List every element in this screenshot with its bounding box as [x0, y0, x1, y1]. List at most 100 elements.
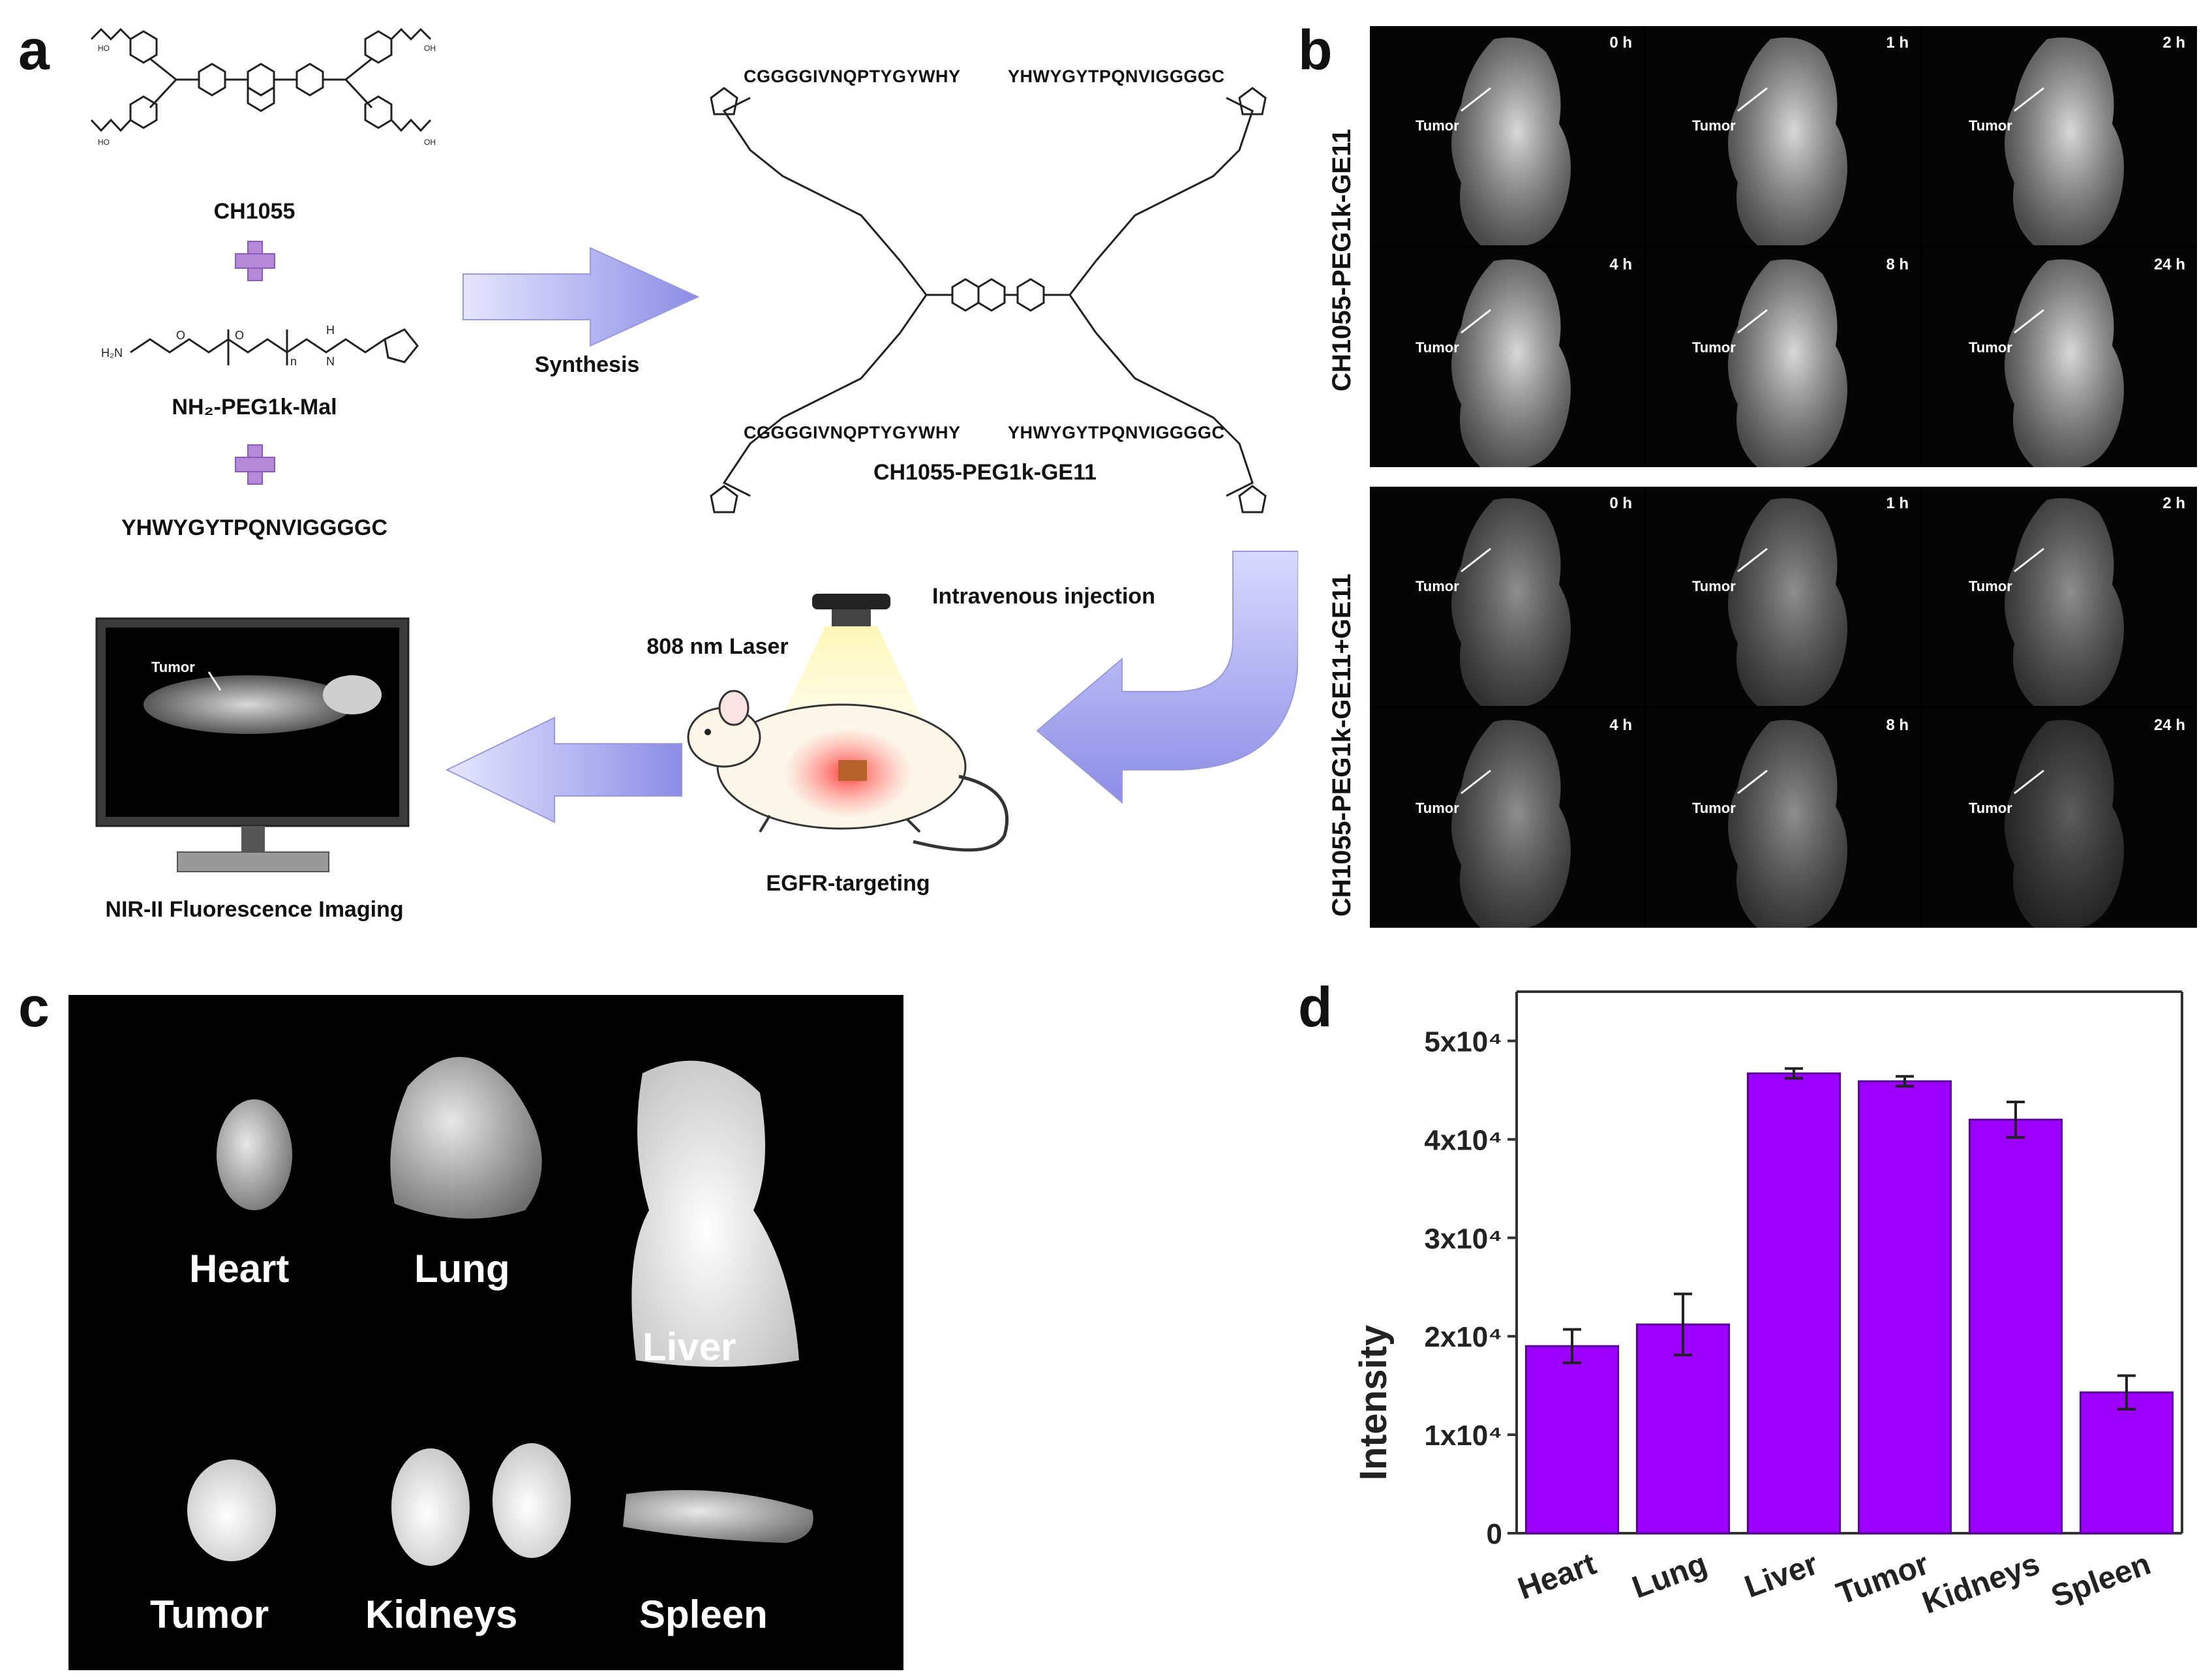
- y-tick-label: 1x10⁴: [1424, 1420, 1502, 1452]
- tumor-label: Tumor: [1969, 339, 2012, 356]
- plus-icon: [235, 444, 275, 485]
- imaging-tile-targeted: 0 h Tumor: [1370, 26, 1644, 245]
- time-label: 8 h: [1886, 716, 1909, 734]
- x-tick-label: Spleen: [2047, 1547, 2155, 1615]
- svg-text:OH: OH: [424, 44, 436, 53]
- panel-label-c: c: [18, 976, 50, 1039]
- synthesis-label: Synthesis: [534, 352, 640, 377]
- time-label: 2 h: [2162, 34, 2185, 52]
- plus-icon: [235, 241, 275, 281]
- mouse-silhouette: [1451, 720, 1571, 928]
- mouse-silhouette: [1451, 37, 1571, 245]
- x-tick-label: Kidneys: [1918, 1547, 2044, 1621]
- y-tick-label: 0: [1487, 1518, 1502, 1550]
- time-label: 1 h: [1886, 34, 1909, 52]
- tumor-label: Tumor: [1969, 117, 2012, 134]
- imaging-tile-blocked: 24 h Tumor: [1923, 709, 2197, 928]
- imaging-tile-targeted: 2 h Tumor: [1923, 26, 2197, 245]
- x-tick-label: Tumor: [1832, 1547, 1933, 1612]
- time-label: 8 h: [1886, 256, 1909, 273]
- peptide-label: YHWYGYTPQNVIGGGGC: [121, 515, 388, 540]
- tumor-label: Tumor: [1969, 578, 2012, 594]
- time-label: 0 h: [1609, 495, 1632, 512]
- svg-text:OH: OH: [424, 138, 436, 147]
- mouse-silhouette: [2005, 720, 2124, 928]
- monitor-illustration: [95, 617, 410, 872]
- imaging-tile-targeted: 4 h Tumor: [1370, 248, 1644, 467]
- tumor-label: Tumor: [1692, 800, 1736, 816]
- row-label-targeted: CH1055-PEG1k-GE11: [1327, 129, 1356, 391]
- mouse-silhouette: [1451, 259, 1571, 467]
- mouse-silhouette: [1728, 37, 1847, 245]
- time-label: 2 h: [2162, 495, 2185, 512]
- mouse-silhouette: [1451, 498, 1571, 706]
- imaging-tile-blocked: 0 h Tumor: [1370, 487, 1644, 706]
- svg-text:HO: HO: [98, 138, 110, 147]
- time-label: 1 h: [1886, 495, 1909, 512]
- y-axis-label: Intensity: [1352, 1325, 1395, 1481]
- imaging-tile-blocked: 2 h Tumor: [1923, 487, 2197, 706]
- organ-label-tumor: Tumor: [150, 1593, 269, 1636]
- panel-label-a: a: [18, 19, 50, 82]
- imaging-tile-blocked: 4 h Tumor: [1370, 709, 1644, 928]
- bar: [1968, 1118, 2063, 1535]
- product-structure: [710, 87, 1267, 513]
- time-label: 4 h: [1609, 716, 1632, 734]
- compound-ch1055-label: CH1055: [213, 199, 295, 224]
- y-tick-label: 4x10⁴: [1424, 1124, 1502, 1156]
- monitor-tumor-label: Tumor: [151, 659, 195, 675]
- time-label: 4 h: [1609, 256, 1632, 273]
- imaging-tile-targeted: 24 h Tumor: [1923, 248, 2197, 467]
- mouse-silhouette: [2005, 37, 2124, 245]
- tumor-label: Tumor: [1416, 117, 1459, 134]
- product-label: CH1055-PEG1k-GE11: [873, 460, 1097, 485]
- imaging-tile-blocked: 1 h Tumor: [1646, 487, 1920, 706]
- injection-label: Intravenous injection: [932, 584, 1155, 609]
- organ-label-heart: Heart: [189, 1247, 290, 1291]
- organ-label-lung: Lung: [414, 1247, 510, 1291]
- sequence-bottom-left: CGGGGIVNQPTYGYWHY: [744, 423, 961, 442]
- mouse-silhouette: [2005, 498, 2124, 706]
- tumor-label: Tumor: [1692, 117, 1736, 134]
- bar: [1857, 1080, 1952, 1535]
- laser-label: 808 nm Laser: [646, 634, 789, 659]
- bar: [2079, 1391, 2174, 1535]
- svg-text:HO: HO: [98, 44, 110, 53]
- svg-text:n: n: [290, 355, 297, 368]
- organ-label-liver: Liver: [643, 1325, 736, 1369]
- panel-label-b: b: [1298, 19, 1333, 82]
- tumor-label: Tumor: [1969, 800, 2012, 816]
- svg-text:H: H: [326, 324, 335, 337]
- mouse-silhouette: [1728, 720, 1847, 928]
- x-tick-label: Lung: [1628, 1547, 1711, 1606]
- ch1055-structure: [90, 27, 432, 132]
- tumor-label: Tumor: [1416, 339, 1459, 356]
- imaging-tile-blocked: 8 h Tumor: [1646, 709, 1920, 928]
- imaging-tile-targeted: 8 h Tumor: [1646, 248, 1920, 467]
- tumor-label: Tumor: [1416, 578, 1459, 594]
- organ-shapes: [187, 1057, 813, 1566]
- peg-structure: [130, 328, 419, 365]
- injection-arrow: [1036, 551, 1298, 804]
- organ-label-spleen: Spleen: [639, 1593, 768, 1636]
- targeting-label: EGFR-targeting: [766, 871, 930, 896]
- panel-label-d: d: [1298, 976, 1333, 1039]
- intensity-bar-chart: 0 1x10⁴ 2x10⁴ 3x10⁴ 4x10⁴ 5x10⁴ Heart Lung Liver…: [1352, 990, 2183, 1621]
- tumor-label: Tumor: [1416, 800, 1459, 816]
- organ-label-kidneys: Kidneys: [365, 1593, 518, 1636]
- sequence-top-left: CGGGGIVNQPTYGYWHY: [744, 67, 961, 86]
- mouse-silhouette: [1728, 259, 1847, 467]
- svg-text:O: O: [176, 329, 185, 342]
- imaging-arrow: [445, 716, 682, 823]
- y-tick-label: 2x10⁴: [1424, 1321, 1502, 1353]
- y-tick-label: 5x10⁴: [1424, 1026, 1502, 1058]
- svg-text:O: O: [235, 329, 244, 342]
- time-label: 24 h: [2153, 716, 2185, 734]
- tumor-label: Tumor: [1692, 578, 1736, 594]
- y-tick-label: 3x10⁴: [1424, 1223, 1502, 1255]
- x-tick-label: Heart: [1513, 1547, 1600, 1607]
- bar: [1524, 1345, 1620, 1535]
- bar: [1635, 1323, 1731, 1535]
- sequence-bottom-right: YHWYGYTPQNVIGGGGC: [1008, 423, 1225, 442]
- sequence-top-right: YHWYGYTPQNVIGGGGC: [1008, 67, 1225, 86]
